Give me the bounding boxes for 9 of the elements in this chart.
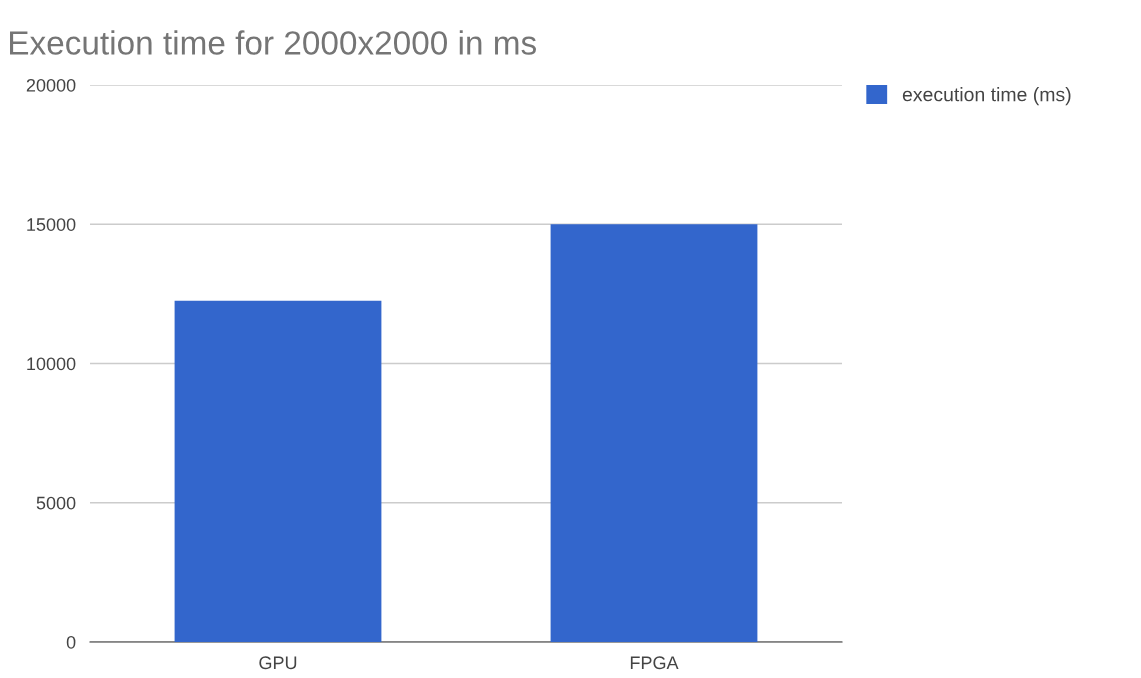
y-tick-label: 15000 (27, 218, 76, 231)
y-tick-label: 0 (66, 635, 76, 649)
y-tick-label: 5000 (36, 496, 76, 510)
y-tick-label: 20000 (26, 78, 76, 92)
chart-title: Execution time for 2000x2000 in ms (10, 30, 536, 55)
x-tick-label: GPU (259, 656, 297, 670)
legend-label: execution time (ms) (902, 87, 1071, 106)
x-tick-label: FPGA (630, 656, 679, 670)
y-tick-label: 10000 (27, 357, 76, 371)
